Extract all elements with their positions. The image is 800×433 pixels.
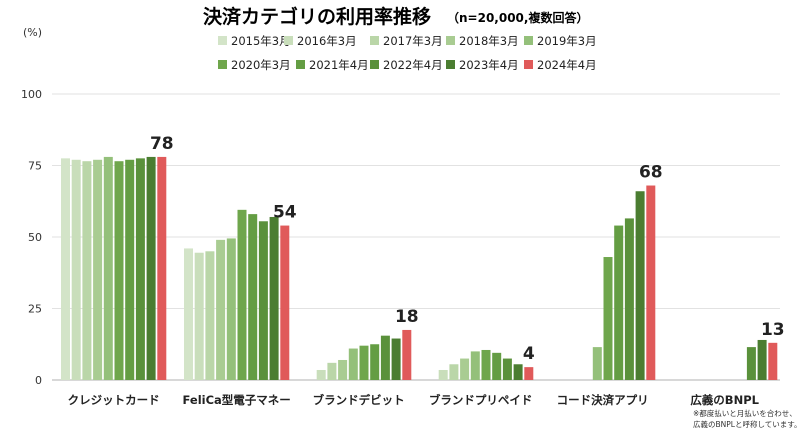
bar (237, 209, 247, 380)
bar (492, 352, 502, 380)
bar (327, 362, 337, 380)
bar (280, 225, 290, 380)
legend: 2015年3月 2016年3月 2017年3月 2018年3月 2019年3月 2020年… (218, 34, 597, 72)
legend-label: 2016年3月 (297, 34, 357, 48)
category-label: コード決済アプリ (557, 393, 649, 407)
data-label: 18 (395, 307, 419, 327)
legend-swatch (284, 36, 293, 45)
data-label: 54 (273, 203, 297, 223)
legend-label: 2018年3月 (459, 34, 519, 48)
footnote-line-2: 広義のBNPLと呼称しています。 (693, 419, 800, 429)
bar (370, 344, 380, 380)
y-tick-label: 75 (28, 160, 42, 173)
y-tick-label: 0 (35, 374, 42, 387)
bar (61, 158, 70, 380)
legend-label: 2022年4月 (383, 58, 443, 72)
bar (184, 248, 193, 380)
bar (380, 335, 390, 380)
bar (614, 225, 624, 380)
bar (71, 159, 81, 380)
bar (746, 347, 756, 380)
bar (502, 358, 512, 380)
chart-subtitle: （n=20,000,複数回答） (447, 10, 588, 25)
bar (269, 216, 279, 380)
legend-swatch (446, 60, 455, 69)
data-label: 4 (523, 344, 535, 364)
bar (603, 257, 613, 380)
bar (592, 347, 602, 380)
bar (470, 351, 480, 380)
bar (205, 251, 215, 380)
legend-label: 2023年4月 (459, 58, 519, 72)
bar (513, 364, 523, 380)
legend-swatch (370, 36, 379, 45)
chart-title: 決済カテゴリの利用率推移 (203, 5, 431, 28)
y-axis-unit: (%) (23, 26, 42, 39)
bar (258, 221, 268, 380)
bar (226, 238, 236, 380)
legend-label: 2015年3月 (231, 34, 291, 48)
legend-swatch (370, 60, 379, 69)
bar (157, 156, 167, 380)
bar (460, 358, 470, 380)
bar (757, 339, 767, 380)
legend-label: 2024年4月 (537, 58, 597, 72)
legend-swatch (296, 60, 305, 69)
bar (93, 159, 103, 380)
bar (125, 159, 135, 380)
legend-label: 2021年4月 (309, 58, 369, 72)
legend-label: 2019年3月 (537, 34, 597, 48)
gridlines: 0 25 50 75 100 (21, 88, 780, 387)
legend-swatch (218, 60, 227, 69)
category-label: 広義のBNPL (690, 393, 759, 407)
bar (348, 348, 358, 380)
legend-label: 2017年3月 (383, 34, 443, 48)
bar (82, 161, 92, 380)
bar (449, 364, 459, 380)
data-labels: 78 54 18 4 68 13 (150, 134, 785, 364)
bar (391, 338, 401, 380)
footnote-line-1: ※都度払いと月払いを合わせ、 (693, 408, 797, 418)
bar (316, 369, 326, 380)
bar (635, 191, 645, 380)
legend-swatch (446, 36, 455, 45)
bar (103, 156, 113, 380)
bar (146, 156, 156, 380)
legend-swatch (524, 60, 533, 69)
bar (402, 329, 412, 380)
bar (481, 349, 491, 380)
y-tick-label: 100 (21, 88, 42, 101)
bar (624, 218, 634, 380)
bar (194, 252, 204, 380)
category-labels: クレジットカード FeliCa型電子マネー ブランドデビット ブランドプリペイド コード… (68, 393, 760, 407)
bar (114, 161, 124, 380)
legend-label: 2020年3月 (231, 58, 291, 72)
bar (135, 158, 145, 380)
y-tick-label: 50 (28, 231, 42, 244)
data-label: 78 (150, 134, 174, 154)
category-label: ブランドデビット (313, 393, 405, 407)
bar (216, 239, 226, 380)
y-tick-label: 25 (28, 303, 42, 316)
bar (646, 185, 656, 380)
category-label: クレジットカード (68, 393, 160, 407)
bar (248, 214, 258, 380)
legend-swatch (218, 36, 227, 45)
bar (438, 369, 448, 380)
category-label: FeliCa型電子マネー (183, 393, 291, 407)
bar (524, 367, 534, 380)
bar (338, 359, 348, 380)
footnote: ※都度払いと月払いを合わせ、 広義のBNPLと呼称しています。 (693, 408, 800, 429)
data-label: 13 (761, 320, 785, 340)
bar (768, 342, 778, 380)
category-label: ブランドプリペイド (429, 393, 533, 407)
bar (359, 345, 369, 380)
bars (61, 156, 778, 380)
data-label: 68 (639, 163, 663, 183)
legend-swatch (524, 36, 533, 45)
